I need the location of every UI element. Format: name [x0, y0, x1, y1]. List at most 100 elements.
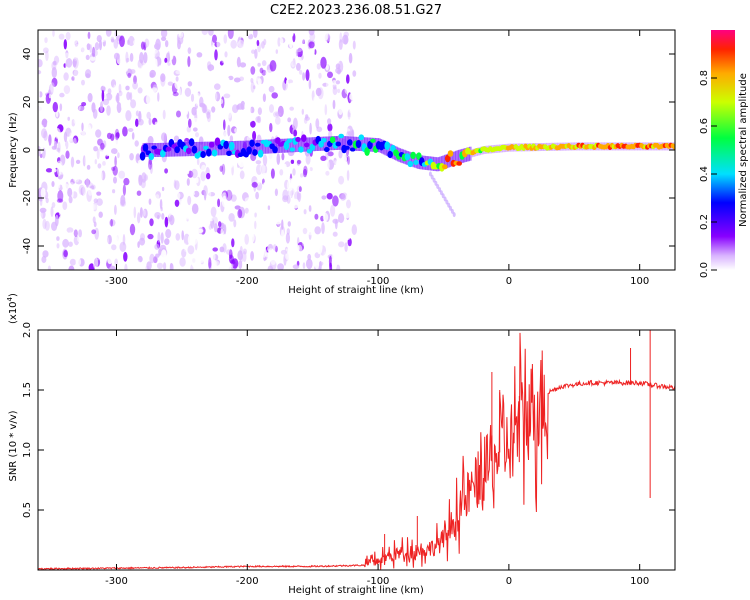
noise-cell [140, 65, 145, 73]
noise-cell [146, 111, 151, 119]
noise-cell [351, 224, 357, 236]
noise-cell [237, 39, 245, 49]
noise-cell [295, 152, 300, 157]
ridge-halo [301, 137, 304, 152]
noise-cell [84, 139, 88, 145]
noise-cell [97, 163, 102, 169]
noise-cell [101, 79, 108, 87]
noise-cell [330, 37, 335, 48]
noise-cell [59, 226, 66, 232]
noise-cell [109, 265, 116, 270]
noise-cell [352, 40, 356, 50]
ridge-cell [214, 137, 221, 147]
noise-cell [129, 69, 136, 74]
noise-cell [208, 30, 214, 36]
branch-cell [439, 190, 443, 196]
noise-cell [159, 93, 165, 104]
noise-cell [111, 236, 119, 245]
noise-cell [223, 131, 227, 143]
noise-cell [59, 103, 63, 112]
noise-cell [315, 118, 320, 129]
noise-cell [63, 39, 67, 50]
ridge-halo [233, 141, 237, 155]
noise-cell [132, 265, 140, 270]
noise-cell [285, 232, 290, 244]
noise-cell [177, 175, 182, 181]
noise-cell [233, 91, 239, 99]
noise-cell [89, 202, 95, 212]
noise-cell [92, 46, 96, 58]
noise-cell [346, 74, 350, 84]
y-tick-label: 0 [22, 147, 33, 153]
noise-cell [249, 230, 256, 238]
noise-cell [102, 60, 109, 68]
noise-cell [164, 238, 170, 246]
noise-cell [64, 52, 69, 60]
ridge-halo [387, 142, 390, 157]
noise-cell [72, 174, 80, 183]
noise-cell [124, 263, 128, 270]
noise-cell [86, 164, 91, 170]
noise-cell [295, 225, 300, 232]
noise-cell [244, 197, 252, 203]
noise-cell [274, 112, 282, 117]
noise-cell [292, 264, 300, 270]
noise-cell [213, 223, 218, 233]
noise-cell [39, 198, 43, 207]
noise-cell [325, 170, 330, 176]
spectrogram-heatmap [38, 30, 675, 270]
ridge-halo [254, 140, 257, 155]
noise-cell [221, 195, 228, 208]
noise-cell [261, 164, 268, 175]
noise-cell [135, 118, 139, 128]
noise-cell [276, 71, 283, 81]
noise-cell [163, 262, 167, 270]
y-tick-label: -40 [22, 238, 33, 254]
ridge-cell [139, 151, 146, 161]
noise-cell [78, 85, 84, 97]
branch-cell [450, 208, 454, 214]
noise-cell [295, 181, 300, 188]
noise-cell [52, 60, 57, 66]
noise-cell [335, 67, 341, 74]
noise-cell [324, 104, 328, 116]
noise-cell [340, 242, 345, 250]
noise-cell [303, 165, 308, 176]
noise-cell [189, 191, 196, 196]
noise-cell [227, 101, 231, 113]
noise-cell [314, 226, 322, 235]
noise-cell [85, 54, 90, 61]
noise-cell [51, 114, 55, 124]
y-tick-label: 20 [22, 96, 33, 109]
noise-cell [191, 222, 196, 228]
noise-cell [123, 251, 128, 262]
noise-cell [48, 93, 52, 99]
x-tick-label: 0 [506, 276, 512, 287]
noise-cell [346, 116, 352, 121]
noise-cell [219, 60, 224, 66]
noise-cell [228, 75, 234, 81]
noise-cell [69, 258, 76, 266]
noise-cell [228, 112, 232, 122]
noise-cell [331, 257, 338, 269]
noise-cell [302, 72, 306, 81]
ridge-cell [208, 141, 215, 148]
ridge-halo [222, 141, 226, 156]
noise-cell [254, 212, 257, 218]
noise-cell [246, 136, 252, 142]
ridge-halo [211, 141, 215, 156]
ridge-cell [344, 145, 350, 150]
snr-y-scale: (x104) [6, 293, 19, 324]
noise-cell [154, 212, 161, 219]
noise-cell [230, 157, 234, 168]
noise-cell [175, 165, 179, 177]
noise-cell [74, 49, 78, 59]
ridge-cell [303, 142, 310, 148]
noise-cell [144, 38, 150, 48]
noise-cell [258, 166, 265, 175]
noise-cell [148, 198, 152, 205]
ridge-halo [152, 143, 155, 157]
noise-cell [120, 113, 124, 125]
noise-cell [253, 85, 256, 90]
noise-cell [287, 259, 291, 266]
